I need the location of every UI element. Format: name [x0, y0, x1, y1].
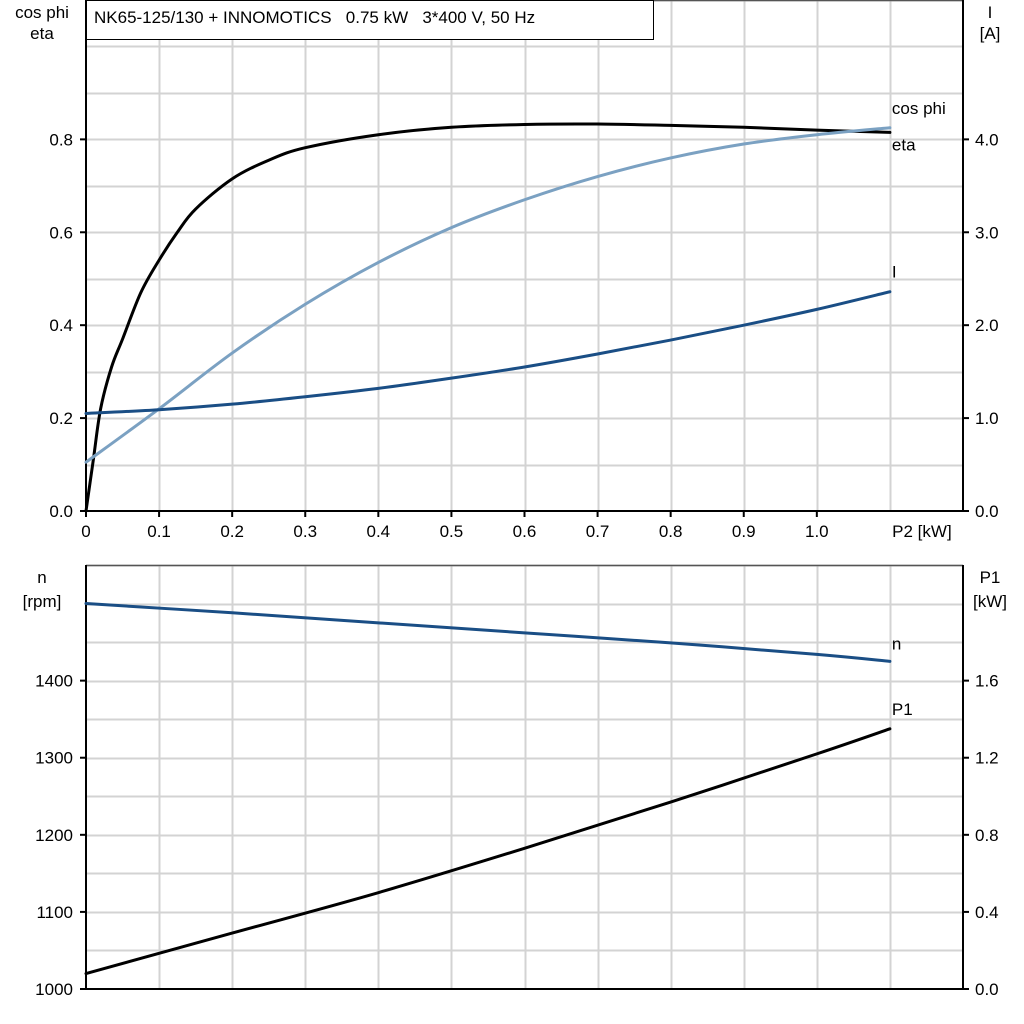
y-right-tick-label: 1.2 [975, 749, 999, 768]
y-right-tick-label: 3.0 [975, 223, 999, 242]
y-left-tick-label: 0.0 [49, 502, 73, 521]
y-left-tick-label: 1100 [36, 903, 73, 922]
x-tick-label: 0.1 [147, 522, 171, 541]
y-right-tick-label: 2.0 [975, 316, 999, 335]
x-tick-label: 0.3 [293, 522, 317, 541]
x-tick-label: 0.6 [513, 522, 537, 541]
y-left-tick-label: 1000 [35, 980, 73, 999]
series-line-cos-phi [84, 126, 892, 464]
y-right-tick-label: 0.0 [975, 502, 999, 521]
chart-title: NK65-125/130 + INNOMOTICS 0.75 kW 3*400 … [94, 8, 535, 27]
y-left-tick-label: 0.6 [49, 223, 73, 242]
y-left-tick-label: 0.2 [49, 409, 73, 428]
y-left-axis-label: [rpm] [23, 592, 62, 611]
y-right-axis-label: [kW] [973, 592, 1007, 611]
top-panel: 0.0 0.2 0.4 0.6 0.8 0.0 1.0 2.0 3.0 4.0 cos phi eta… [15, 0, 1000, 541]
x-tick-label: 0.7 [586, 522, 610, 541]
series-line-n [84, 602, 892, 663]
x-tick-label: 1.0 [805, 522, 829, 541]
y-left-axis-label: eta [30, 24, 54, 43]
y-left-tick-label: 1400 [35, 672, 73, 691]
bottom-panel: 1000 1100 1200 1300 1400 0.0 0.4 0.8 1.2 1.6 n [rpm… [23, 564, 1007, 999]
y-right-axis-label: P1 [980, 568, 1001, 587]
y-right-tick-label: 4.0 [975, 130, 999, 149]
x-tick-label: 0.5 [440, 522, 464, 541]
x-tick-label: 0.2 [220, 522, 244, 541]
y-left-axis-label: n [37, 568, 46, 587]
y-left-tick-label: 0.4 [49, 316, 73, 335]
series-label-p1: P1 [892, 700, 913, 719]
x-axis-label: P2 [kW] [892, 522, 952, 541]
y-right-tick-label: 1.0 [975, 409, 999, 428]
y-left-tick-label: 0.8 [49, 130, 73, 149]
x-tick-label: 0.4 [367, 522, 391, 541]
series-line-eta [84, 122, 892, 513]
series-label-i: I [892, 263, 897, 282]
x-tick-label: 0.9 [732, 522, 756, 541]
series-line-p1 [84, 727, 892, 976]
y-left-axis-label: cos phi [15, 3, 69, 22]
x-tick-label: 0 [81, 522, 90, 541]
series-line-i [84, 290, 892, 415]
x-tick-label: 0.8 [659, 522, 683, 541]
series-label-n: n [892, 634, 901, 653]
y-right-axis-label: I [988, 3, 993, 22]
y-right-tick-label: 0.8 [975, 826, 999, 845]
y-right-tick-label: 0.0 [975, 980, 999, 999]
y-right-tick-label: 1.6 [975, 672, 999, 691]
y-right-axis-label: [A] [980, 24, 1001, 43]
y-right-tick-label: 0.4 [975, 903, 999, 922]
series-label-cos-phi: cos phi [892, 99, 946, 118]
y-left-tick-label: 1200 [35, 826, 73, 845]
y-left-tick-label: 1300 [35, 749, 73, 768]
series-label-eta: eta [892, 135, 916, 154]
title-box [86, 0, 654, 40]
